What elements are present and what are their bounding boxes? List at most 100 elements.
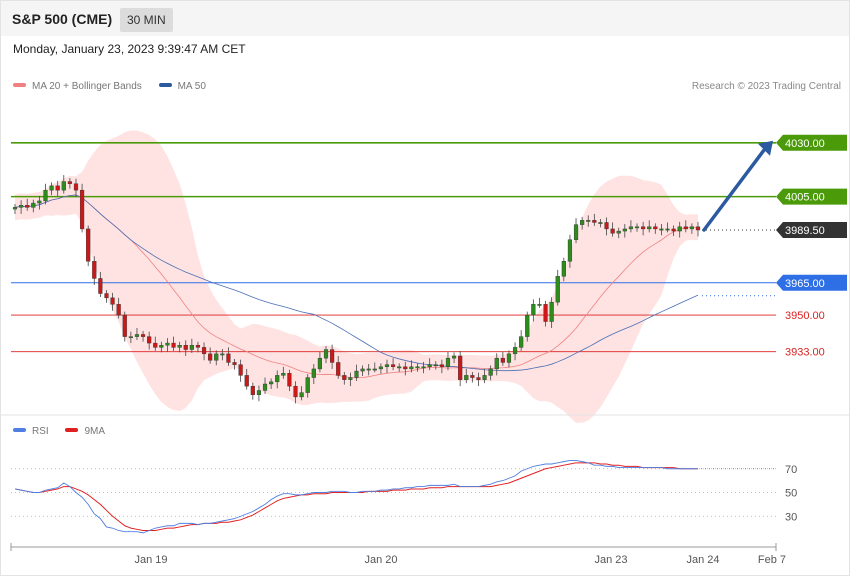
candle-body	[592, 220, 597, 223]
candle-body	[397, 366, 402, 369]
candle-body	[134, 334, 140, 337]
candle-body	[323, 349, 329, 359]
timestamp: Monday, January 23, 2023 9:39:47 AM CET	[13, 42, 246, 56]
candle-body	[244, 375, 249, 387]
rsi-panel: 70 50 30	[11, 459, 797, 534]
candle-body	[220, 353, 225, 356]
candle-body	[269, 381, 274, 385]
candle-body	[653, 226, 658, 230]
candle-body	[549, 301, 554, 322]
candle-body	[677, 226, 682, 232]
candle-body	[659, 228, 664, 231]
candle-body	[622, 228, 627, 232]
level-label: 3965.00	[785, 278, 825, 290]
ma20-swatch-icon	[13, 83, 26, 88]
candle-body	[43, 189, 48, 202]
rsi-level-label: 70	[785, 464, 797, 476]
price-levels	[11, 141, 776, 353]
x-tick-label: Jan 23	[594, 554, 627, 566]
candle-body	[683, 226, 688, 230]
9ma-swatch-icon	[65, 428, 79, 433]
candle-body	[598, 222, 603, 224]
candle-body	[415, 366, 420, 369]
projection-arrow	[702, 140, 773, 232]
candle-body	[37, 200, 42, 204]
candle-body	[214, 353, 219, 361]
candle-body	[275, 375, 280, 383]
research-credit: Research © 2023 Trading Central	[691, 81, 841, 92]
candle-body	[287, 373, 292, 387]
x-tick-label: Jan 19	[134, 554, 167, 566]
candle-body	[201, 347, 207, 355]
candle-body	[110, 297, 115, 305]
candle-body	[177, 345, 182, 348]
candle-body	[342, 375, 347, 380]
candle-body	[354, 370, 359, 378]
candle-body	[153, 342, 158, 348]
candle-body	[555, 276, 560, 303]
candle-body	[537, 304, 542, 306]
candle-body	[147, 336, 152, 344]
instrument-title: S&P 500 (CME)	[12, 11, 113, 27]
level-label: 3989.50	[785, 225, 825, 237]
level-tag	[776, 274, 847, 291]
level-tag	[776, 222, 847, 238]
candle-body	[348, 377, 353, 380]
candle-body	[189, 345, 194, 350]
rsi-legend: RSI 9MA	[13, 426, 119, 437]
candle-body	[586, 220, 591, 222]
candle-body	[580, 220, 585, 225]
candle-body	[439, 364, 444, 367]
level-label: 4005.00	[785, 192, 825, 204]
candle-body	[641, 226, 646, 230]
candle-body	[695, 226, 701, 231]
candle-body	[140, 334, 146, 337]
candle-body	[671, 228, 676, 232]
candles	[12, 175, 701, 404]
candle-body	[317, 357, 323, 370]
candle-body	[122, 314, 127, 337]
candle-body	[427, 364, 432, 367]
candle-body	[464, 375, 469, 380]
candle-body	[403, 366, 408, 370]
rsi-9ma-line	[14, 462, 698, 531]
candle-body	[299, 392, 304, 398]
candle-body	[421, 366, 426, 369]
candle-body	[86, 228, 91, 262]
candle-body	[305, 377, 310, 393]
level-tag	[776, 188, 847, 205]
candle-body	[665, 228, 670, 231]
candle-body	[372, 368, 377, 371]
candle-body	[366, 368, 371, 371]
candle-body	[232, 362, 237, 365]
candle-body	[31, 202, 36, 208]
legend-item-rsi: RSI	[13, 426, 49, 437]
candle-body	[647, 226, 652, 230]
candle-body	[208, 353, 213, 361]
candle-body	[561, 261, 566, 277]
rsi-level-label: 30	[785, 511, 797, 523]
candle-body	[525, 314, 530, 337]
candle-body	[55, 185, 60, 191]
candle-body	[409, 366, 414, 370]
rsi-line	[14, 459, 698, 534]
candle-body	[12, 207, 18, 210]
candle-body	[488, 368, 493, 376]
candle-body	[531, 304, 536, 316]
legend-item-9ma: 9MA	[65, 426, 105, 437]
candle-body	[67, 181, 72, 184]
candle-body	[238, 364, 243, 376]
candle-body	[159, 345, 164, 348]
candle-body	[250, 385, 255, 395]
candle-body	[195, 345, 201, 348]
candle-body	[476, 377, 481, 380]
candle-body	[330, 349, 335, 363]
candle-body	[433, 364, 438, 367]
candle-body	[543, 304, 548, 322]
timeframe-button[interactable]: 30 MIN	[120, 8, 173, 32]
candle-body	[165, 342, 170, 346]
candle-body	[470, 375, 475, 378]
candle-body	[19, 205, 24, 208]
candle-body	[104, 293, 109, 299]
